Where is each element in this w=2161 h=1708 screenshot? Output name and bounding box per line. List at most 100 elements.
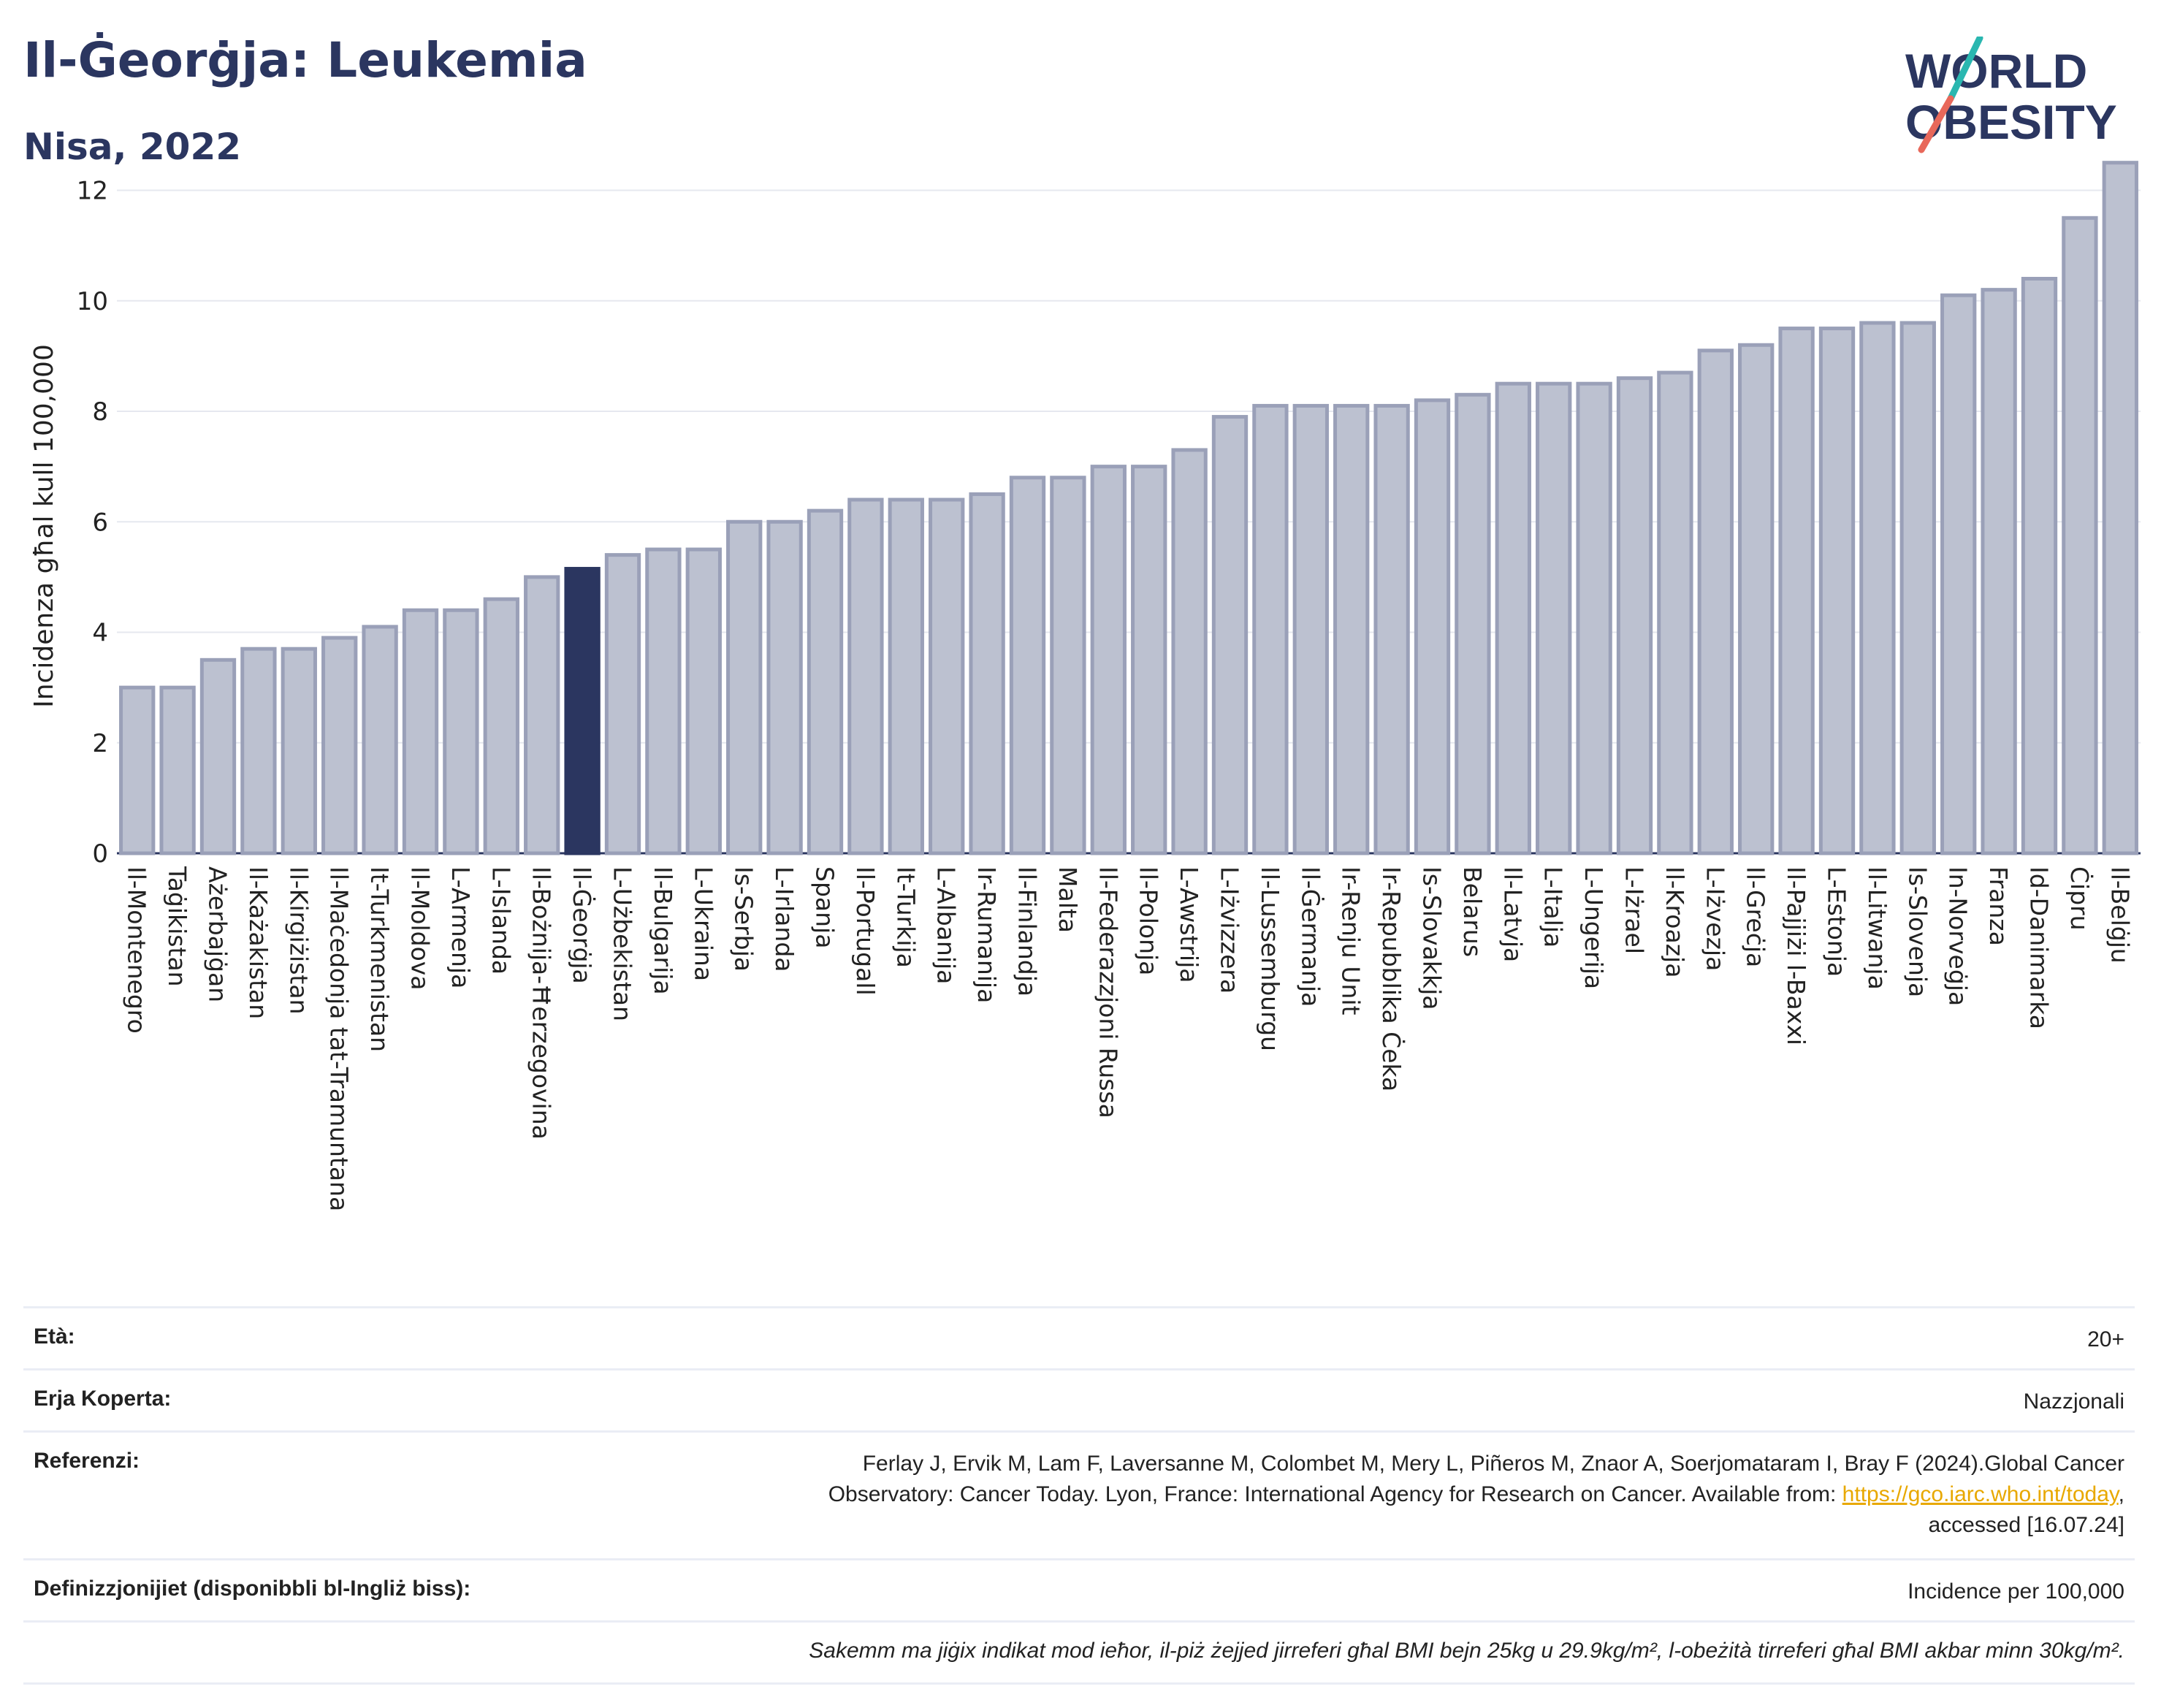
area-label: Erja Koperta:: [34, 1387, 172, 1411]
bar: [2062, 216, 2098, 855]
definitions-value: Incidence per 100,000: [1907, 1579, 2124, 1604]
x-tick-label: Il-Każakistan: [244, 866, 272, 1019]
x-tick-label: L-Irlanda: [770, 866, 799, 972]
x-tick-label: L-Albanija: [932, 866, 961, 984]
x-tick-label: Il-Pajjiżi l-Baxxi: [1782, 866, 1810, 1045]
bar: [1131, 465, 1167, 855]
y-tick-label: 6: [92, 508, 108, 537]
bar: [321, 636, 358, 855]
x-tick-label: L-Estonja: [1823, 866, 1851, 977]
x-tick-label: L-Islanda: [487, 866, 515, 975]
info-row-age: Età: 20+: [23, 1306, 2135, 1368]
x-tick-label: Il-Finlandja: [1013, 866, 1042, 996]
x-tick-label: Ir-Repubblika Ċeka: [1377, 866, 1406, 1091]
bar: [2021, 277, 2058, 855]
x-tick-label: L-Ungerija: [1579, 866, 1608, 989]
x-tick-label: L-Użbekistan: [609, 866, 637, 1021]
bar: [1940, 293, 1977, 855]
bar: [524, 575, 560, 855]
x-tick-label: Il-Kroazja: [1661, 866, 1689, 977]
logo-slash-bottom: [1918, 95, 1954, 153]
bar: [2102, 161, 2138, 855]
x-tick-label: Il-Maċedonja tat-Tramuntana: [325, 866, 354, 1211]
y-tick-label: 10: [77, 287, 108, 316]
x-tick-label: Malta: [1053, 866, 1082, 933]
info-row-note: Sakemm ma jiġix indikat mod ieħor, il-pi…: [23, 1620, 2135, 1685]
bar: [483, 597, 519, 855]
x-tick-label: Il-Lussemburgu: [1256, 866, 1284, 1051]
reference-line-2-end: ,: [2118, 1482, 2124, 1506]
x-tick-label: Ir-Renju Unit: [1337, 866, 1365, 1015]
x-tick-label: Il-Greċja: [1742, 866, 1770, 967]
reference-line-2: Observatory: Cancer Today. Lyon, France:…: [828, 1482, 1842, 1506]
bar: [1576, 381, 1612, 855]
reference-line-3: accessed [16.07.24]: [1928, 1513, 2124, 1537]
bar: [564, 567, 601, 855]
bar: [1899, 321, 1936, 855]
bar-chart: 0 2 4 6 8 10 12 Il-Montenegro Taġikistan Ażerbaj…: [29, 161, 2141, 1211]
x-tick-label: Il-Federazzjoni Russa: [1094, 866, 1122, 1118]
bar: [1738, 343, 1775, 855]
references-label: Referenzi:: [34, 1449, 140, 1473]
bar: [1859, 321, 1896, 855]
x-tick-label: Is-Slovakkja: [1418, 866, 1447, 1010]
bar: [119, 685, 156, 855]
reference-link[interactable]: https://gco.iarc.who.int/today: [1842, 1482, 2119, 1506]
bar: [1495, 381, 1531, 855]
x-tick-label: Id-Danimarka: [2025, 866, 2054, 1029]
bar: [766, 519, 803, 855]
x-tick-labels: Il-Montenegro Taġikistan Ażerbajġan Il-Każa…: [123, 866, 2135, 1211]
info-row-references: Referenzi: Ferlay J, Ervik M, Lam F, Lav…: [23, 1430, 2135, 1558]
y-tick-labels: 0 2 4 6 8 10 12: [77, 177, 108, 869]
x-tick-label: Il-Bożnija-Ħerzegovina: [527, 866, 556, 1140]
y-tick-label: 2: [92, 729, 108, 758]
definitions-label: Definizzjonijiet (disponibbli bl-Ingliż …: [34, 1577, 471, 1601]
x-tick-label: L-Ukraina: [689, 866, 717, 981]
x-tick-label: Il-Moldova: [406, 866, 435, 991]
x-tick-label: It-Turkmenistan: [365, 866, 394, 1052]
x-tick-label: Belarus: [1458, 866, 1487, 957]
x-tick-label: Il-Latvja: [1498, 866, 1527, 962]
bar: [604, 553, 641, 855]
reference-line-1: Ferlay J, Ervik M, Lam F, Laversanne M, …: [862, 1452, 2124, 1476]
x-tick-label: Spanja: [811, 866, 839, 948]
x-tick-label: Il-Belġju: [2105, 866, 2134, 964]
x-tick-label: It-Turkija: [891, 866, 920, 968]
bar: [1050, 476, 1086, 855]
bar: [969, 492, 1005, 855]
bar: [402, 608, 439, 855]
bar: [1090, 465, 1127, 855]
x-tick-label: In-Norveġja: [1944, 866, 1973, 1006]
x-tick-label: Il-Ġermanja: [1296, 866, 1325, 1007]
info-row-area: Erja Koperta: Nazzjonali: [23, 1368, 2135, 1430]
logo-text-world: WORLD: [1905, 44, 2087, 98]
age-value: 20+: [2087, 1327, 2124, 1351]
x-tick-label: Il-Bulgarija: [649, 866, 677, 995]
x-tick-label: L-Iżrael: [1620, 866, 1649, 954]
bar: [1536, 381, 1572, 855]
y-tick-label: 8: [92, 397, 108, 427]
x-tick-label: Il-Ġeorġja: [568, 866, 597, 984]
x-tick-label: Ċipru: [2065, 866, 2095, 931]
x-tick-label: Ażerbajġan: [204, 866, 232, 1002]
bmi-note: Sakemm ma jiġix indikat mod ieħor, il-pi…: [809, 1639, 2124, 1663]
x-tick-label: L-Italja: [1539, 866, 1568, 948]
x-tick-label: L-Iżvezja: [1701, 866, 1729, 971]
x-tick-label: Il-Polonja: [1135, 866, 1163, 975]
x-tick-label: Ir-Rumanija: [972, 866, 1001, 1003]
x-tick-label: Franza: [1984, 866, 2013, 946]
bar: [685, 547, 722, 855]
y-tick-label: 4: [92, 619, 108, 648]
bar: [1009, 476, 1046, 855]
bar: [1697, 348, 1734, 855]
bar: [159, 685, 196, 855]
bar: [1292, 403, 1329, 855]
bar: [1616, 376, 1653, 855]
info-row-definitions: Definizzjonijiet (disponibbli bl-Ingliż …: [23, 1558, 2135, 1620]
x-tick-label: Il-Litwanja: [1863, 866, 1891, 990]
x-tick-label: L-Armenja: [446, 866, 475, 988]
bar: [443, 608, 479, 855]
world-obesity-logo: WORLD OBESITY: [1905, 37, 2117, 153]
bar: [362, 625, 398, 855]
bar: [199, 657, 237, 855]
